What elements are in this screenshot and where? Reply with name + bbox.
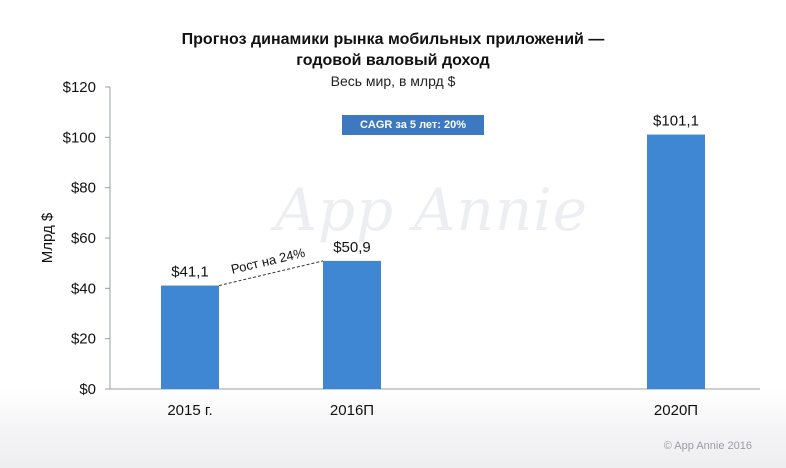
chart-title-line2: годовой валовый доход xyxy=(296,52,490,69)
bar-value-label: $101,1 xyxy=(653,113,699,130)
bar xyxy=(647,134,705,389)
growth-connector-line xyxy=(218,260,324,287)
x-tick-label: 2015 г. xyxy=(167,402,212,419)
bar-value-label: $50,9 xyxy=(333,239,371,256)
x-tick-label: 2020П xyxy=(654,402,698,419)
cagr-badge: CAGR за 5 лет: 20% xyxy=(342,115,484,135)
y-tick-label: $120 xyxy=(63,79,96,96)
chart-subtitle: Весь мир, в млрд $ xyxy=(330,73,456,89)
footer-band xyxy=(0,388,786,468)
y-tick-label: $0 xyxy=(79,381,96,398)
bar-value-label: $41,1 xyxy=(171,264,209,281)
y-tick-label: $20 xyxy=(71,331,96,348)
y-tick-label: $40 xyxy=(71,280,96,297)
watermark-logo: App Annie xyxy=(275,176,589,244)
growth-annotation: Рост на 24% xyxy=(230,245,307,277)
copyright-notice: © App Annie 2016 xyxy=(663,440,752,452)
y-tick-label: $60 xyxy=(71,230,96,247)
y-axis-title: Млрд $ xyxy=(39,212,56,263)
bar xyxy=(323,260,381,389)
bar xyxy=(161,285,219,389)
x-tick-label: 2016П xyxy=(330,402,374,419)
y-tick-label: $100 xyxy=(63,129,96,146)
chart-title-line1: Прогноз динамики рынка мобильных приложе… xyxy=(181,31,605,48)
y-tick-label: $80 xyxy=(71,180,96,197)
